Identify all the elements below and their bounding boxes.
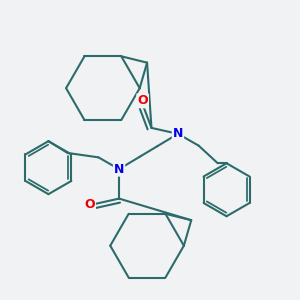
Text: O: O: [84, 198, 95, 211]
Text: O: O: [137, 94, 148, 107]
Text: N: N: [173, 127, 183, 140]
Text: N: N: [114, 163, 124, 176]
